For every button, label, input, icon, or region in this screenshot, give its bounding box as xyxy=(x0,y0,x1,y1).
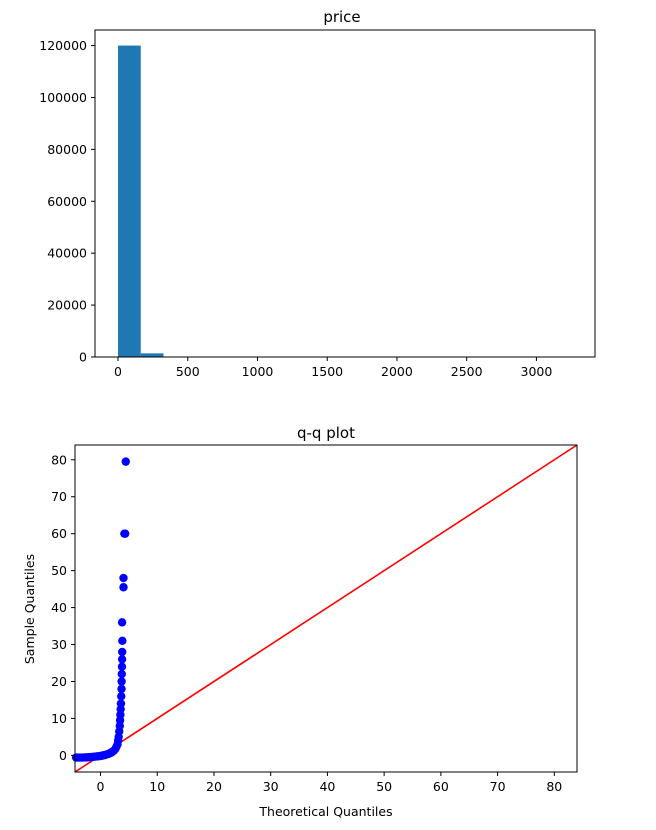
qq-x-tick-label: 50 xyxy=(376,779,392,794)
histogram-x-axis: 0 500 1000 1500 2000 2500 3000 xyxy=(114,357,552,379)
qq-point xyxy=(121,457,130,466)
qq-x-tick-label: 0 xyxy=(97,779,105,794)
histogram-y-tick-label: 60000 xyxy=(47,194,87,209)
qq-y-tick-label: 30 xyxy=(51,637,67,652)
qq-x-tick-label: 10 xyxy=(149,779,165,794)
qq-y-tick-label: 40 xyxy=(51,600,67,615)
qq-plot-frame xyxy=(74,444,578,773)
qq-point xyxy=(117,669,126,679)
qq-points xyxy=(71,457,130,762)
qq-x-tick-label: 80 xyxy=(546,779,562,794)
qq-point xyxy=(119,573,128,583)
qq-reference-line xyxy=(74,444,578,773)
histogram-x-tick-label: 1000 xyxy=(242,364,274,379)
qq-y-axis: 0 10 20 30 40 50 60 70 80 xyxy=(51,452,75,763)
histogram-x-tick-label: 3000 xyxy=(521,364,553,379)
qq-x-tick-label: 20 xyxy=(206,779,222,794)
qq-point xyxy=(117,618,127,627)
histogram-x-tick-label: 2000 xyxy=(381,364,413,379)
histogram-x-tick-label: 2500 xyxy=(451,364,483,379)
qq-y-tick-label: 50 xyxy=(51,563,67,578)
qq-point xyxy=(118,636,127,646)
histogram-y-tick-label: 120000 xyxy=(39,38,87,53)
histogram-y-tick-label: 40000 xyxy=(47,246,87,261)
histogram-title: price xyxy=(323,8,360,26)
qq-point xyxy=(117,692,126,701)
qq-x-axis-label: Theoretical Quantiles xyxy=(258,804,392,819)
qq-x-tick-label: 70 xyxy=(490,779,506,794)
qq-plot-panel: q-q plot 0 10 20 30 40 50 60 70 80 0 10 20 30 40 50 60… xyxy=(22,424,578,819)
qq-y-tick-label: 60 xyxy=(51,526,67,541)
qq-x-tick-label: 40 xyxy=(319,779,335,794)
histogram-y-tick-label: 20000 xyxy=(47,298,87,313)
qq-y-tick-label: 80 xyxy=(51,452,67,467)
qq-y-tick-label: 0 xyxy=(59,748,67,763)
histogram-x-tick-label: 0 xyxy=(114,364,122,379)
qq-x-tick-label: 30 xyxy=(263,779,279,794)
histogram-panel: price 0 500 1000 1500 2000 2500 3000 0 20000 400… xyxy=(39,8,596,379)
qq-point xyxy=(121,529,130,538)
histogram-frame xyxy=(94,29,596,358)
histogram-bar xyxy=(140,353,164,357)
histogram-x-tick-label: 500 xyxy=(176,364,200,379)
qq-point xyxy=(117,684,126,694)
histogram-y-tick-label: 80000 xyxy=(47,142,87,157)
qq-x-axis: 0 10 20 30 40 50 60 70 80 xyxy=(97,772,562,794)
qq-reference-line-group xyxy=(74,444,578,773)
qq-x-tick-label: 60 xyxy=(433,779,449,794)
qq-point xyxy=(117,677,126,686)
qq-point xyxy=(117,647,127,657)
histogram-bar xyxy=(118,45,141,357)
qq-y-tick-label: 20 xyxy=(51,674,67,689)
qq-y-tick-label: 70 xyxy=(51,489,67,504)
histogram-x-tick-label: 1500 xyxy=(311,364,343,379)
qq-y-axis-label: Sample Quantiles xyxy=(22,554,37,664)
qq-plot-title: q-q plot xyxy=(297,424,355,442)
qq-y-tick-label: 10 xyxy=(51,711,67,726)
qq-point xyxy=(116,699,126,708)
histogram-y-tick-label: 100000 xyxy=(39,90,87,105)
qq-point xyxy=(117,655,127,664)
qq-point xyxy=(117,662,127,671)
qq-point xyxy=(119,583,128,592)
histogram-y-axis: 0 20000 40000 60000 80000 100000 120000 xyxy=(39,38,95,365)
histogram-y-tick-label: 0 xyxy=(79,350,87,365)
histogram-bars xyxy=(118,45,323,358)
